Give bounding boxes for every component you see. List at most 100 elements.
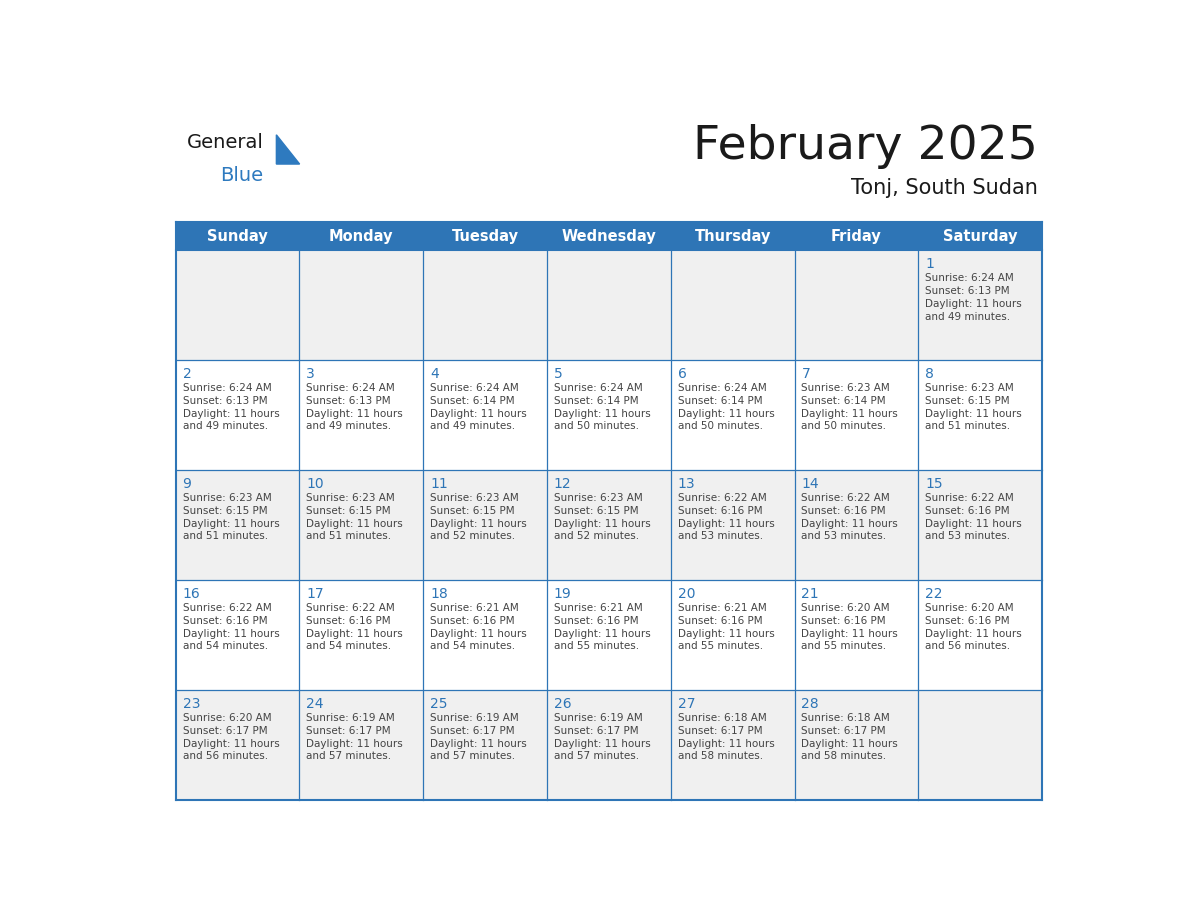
- Text: and 57 minutes.: and 57 minutes.: [430, 751, 516, 761]
- Text: Daylight: 11 hours: Daylight: 11 hours: [677, 409, 775, 419]
- Text: Sunrise: 6:18 AM: Sunrise: 6:18 AM: [677, 713, 766, 723]
- Text: Sunset: 6:13 PM: Sunset: 6:13 PM: [925, 286, 1010, 297]
- Text: Sunrise: 6:24 AM: Sunrise: 6:24 AM: [307, 384, 396, 393]
- Text: 15: 15: [925, 477, 943, 491]
- Text: Daylight: 11 hours: Daylight: 11 hours: [183, 739, 279, 749]
- Bar: [546, 580, 671, 690]
- Text: and 49 minutes.: and 49 minutes.: [430, 421, 516, 431]
- Text: Sunrise: 6:23 AM: Sunrise: 6:23 AM: [802, 384, 890, 393]
- Text: February 2025: February 2025: [694, 124, 1038, 169]
- Text: and 54 minutes.: and 54 minutes.: [307, 642, 392, 652]
- Text: Daylight: 11 hours: Daylight: 11 hours: [554, 629, 651, 639]
- Text: 17: 17: [307, 588, 324, 601]
- Text: Sunrise: 6:22 AM: Sunrise: 6:22 AM: [183, 603, 271, 613]
- Text: and 53 minutes.: and 53 minutes.: [925, 532, 1011, 542]
- Text: and 50 minutes.: and 50 minutes.: [554, 421, 639, 431]
- Text: Daylight: 11 hours: Daylight: 11 hours: [554, 519, 651, 529]
- Text: 4: 4: [430, 367, 438, 381]
- Text: Sunrise: 6:23 AM: Sunrise: 6:23 AM: [183, 493, 271, 503]
- Bar: [176, 251, 299, 360]
- Text: 3: 3: [307, 367, 315, 381]
- Text: and 49 minutes.: and 49 minutes.: [925, 311, 1011, 321]
- Text: 9: 9: [183, 477, 191, 491]
- Text: Daylight: 11 hours: Daylight: 11 hours: [925, 409, 1022, 419]
- Text: 27: 27: [677, 697, 695, 711]
- Text: and 56 minutes.: and 56 minutes.: [925, 642, 1011, 652]
- Text: Sunset: 6:16 PM: Sunset: 6:16 PM: [307, 616, 391, 626]
- Text: Daylight: 11 hours: Daylight: 11 hours: [925, 299, 1022, 308]
- Bar: [671, 690, 795, 800]
- Text: 11: 11: [430, 477, 448, 491]
- Text: and 55 minutes.: and 55 minutes.: [802, 642, 886, 652]
- Text: Sunrise: 6:22 AM: Sunrise: 6:22 AM: [802, 493, 890, 503]
- Text: Sunset: 6:16 PM: Sunset: 6:16 PM: [677, 616, 763, 626]
- Bar: [546, 360, 671, 470]
- Bar: [671, 580, 795, 690]
- Bar: [423, 580, 546, 690]
- Text: and 55 minutes.: and 55 minutes.: [554, 642, 639, 652]
- Text: Sunset: 6:14 PM: Sunset: 6:14 PM: [430, 396, 514, 406]
- Text: 23: 23: [183, 697, 200, 711]
- Text: Sunrise: 6:20 AM: Sunrise: 6:20 AM: [925, 603, 1013, 613]
- Text: Daylight: 11 hours: Daylight: 11 hours: [802, 739, 898, 749]
- Text: Sunrise: 6:22 AM: Sunrise: 6:22 AM: [307, 603, 396, 613]
- Text: Daylight: 11 hours: Daylight: 11 hours: [925, 519, 1022, 529]
- Text: 12: 12: [554, 477, 571, 491]
- Bar: [546, 470, 671, 580]
- Text: and 56 minutes.: and 56 minutes.: [183, 751, 267, 761]
- Polygon shape: [277, 135, 299, 164]
- Text: 25: 25: [430, 697, 448, 711]
- Text: Sunset: 6:17 PM: Sunset: 6:17 PM: [430, 726, 514, 736]
- Text: Sunset: 6:15 PM: Sunset: 6:15 PM: [430, 506, 514, 516]
- Text: Sunrise: 6:21 AM: Sunrise: 6:21 AM: [677, 603, 766, 613]
- Text: 8: 8: [925, 367, 934, 381]
- Text: Daylight: 11 hours: Daylight: 11 hours: [183, 519, 279, 529]
- Text: Sunset: 6:16 PM: Sunset: 6:16 PM: [802, 616, 886, 626]
- Text: 28: 28: [802, 697, 819, 711]
- Text: and 51 minutes.: and 51 minutes.: [925, 421, 1011, 431]
- Text: 2: 2: [183, 367, 191, 381]
- Text: Daylight: 11 hours: Daylight: 11 hours: [677, 739, 775, 749]
- Text: Daylight: 11 hours: Daylight: 11 hours: [307, 519, 403, 529]
- Bar: [918, 690, 1042, 800]
- Bar: [423, 690, 546, 800]
- Text: Daylight: 11 hours: Daylight: 11 hours: [677, 519, 775, 529]
- Text: Sunset: 6:14 PM: Sunset: 6:14 PM: [802, 396, 886, 406]
- Text: Saturday: Saturday: [943, 229, 1017, 243]
- Bar: [671, 470, 795, 580]
- Text: Sunset: 6:17 PM: Sunset: 6:17 PM: [802, 726, 886, 736]
- Text: Daylight: 11 hours: Daylight: 11 hours: [183, 629, 279, 639]
- Text: and 53 minutes.: and 53 minutes.: [677, 532, 763, 542]
- Text: and 58 minutes.: and 58 minutes.: [802, 751, 886, 761]
- Bar: [299, 580, 423, 690]
- Text: Sunset: 6:17 PM: Sunset: 6:17 PM: [554, 726, 639, 736]
- Text: 10: 10: [307, 477, 324, 491]
- Text: Sunrise: 6:22 AM: Sunrise: 6:22 AM: [677, 493, 766, 503]
- Text: Sunset: 6:16 PM: Sunset: 6:16 PM: [554, 616, 639, 626]
- Text: Sunset: 6:17 PM: Sunset: 6:17 PM: [183, 726, 267, 736]
- Text: Blue: Blue: [220, 165, 263, 185]
- Text: Daylight: 11 hours: Daylight: 11 hours: [802, 629, 898, 639]
- Text: Sunset: 6:16 PM: Sunset: 6:16 PM: [430, 616, 514, 626]
- Bar: [795, 360, 918, 470]
- Text: and 52 minutes.: and 52 minutes.: [554, 532, 639, 542]
- Bar: [918, 360, 1042, 470]
- Text: Daylight: 11 hours: Daylight: 11 hours: [802, 519, 898, 529]
- Text: Sunset: 6:15 PM: Sunset: 6:15 PM: [554, 506, 639, 516]
- Text: Daylight: 11 hours: Daylight: 11 hours: [554, 409, 651, 419]
- Bar: [299, 251, 423, 360]
- Text: Sunrise: 6:21 AM: Sunrise: 6:21 AM: [430, 603, 519, 613]
- Text: and 50 minutes.: and 50 minutes.: [802, 421, 886, 431]
- Text: Daylight: 11 hours: Daylight: 11 hours: [430, 409, 527, 419]
- Text: Sunrise: 6:23 AM: Sunrise: 6:23 AM: [430, 493, 519, 503]
- Text: Sunset: 6:17 PM: Sunset: 6:17 PM: [677, 726, 763, 736]
- Text: and 58 minutes.: and 58 minutes.: [677, 751, 763, 761]
- Text: Daylight: 11 hours: Daylight: 11 hours: [430, 519, 527, 529]
- Text: 21: 21: [802, 588, 819, 601]
- Text: Sunrise: 6:24 AM: Sunrise: 6:24 AM: [430, 384, 519, 393]
- Bar: [795, 580, 918, 690]
- Text: Tuesday: Tuesday: [451, 229, 519, 243]
- Text: Daylight: 11 hours: Daylight: 11 hours: [554, 739, 651, 749]
- Text: and 49 minutes.: and 49 minutes.: [183, 421, 267, 431]
- Text: Sunset: 6:14 PM: Sunset: 6:14 PM: [677, 396, 763, 406]
